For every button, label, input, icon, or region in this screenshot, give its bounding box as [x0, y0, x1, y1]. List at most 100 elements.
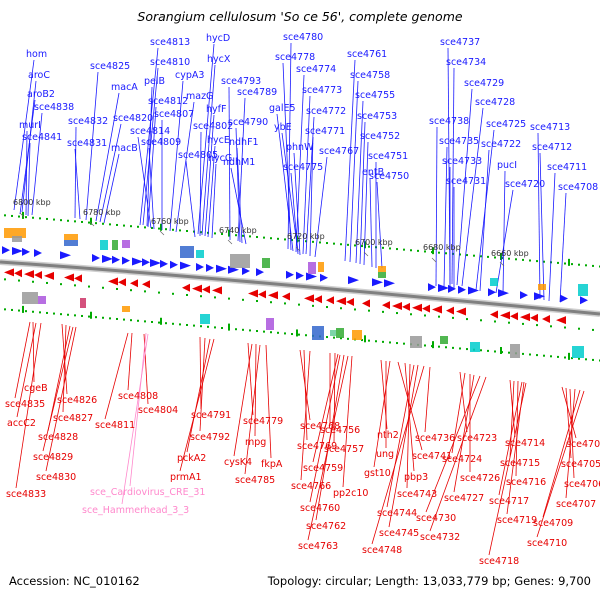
tick-dot — [459, 347, 461, 350]
tick-dot — [578, 327, 580, 330]
tick-dot — [487, 349, 489, 352]
forward-gene-arrow — [12, 247, 23, 256]
reverse-gene-arrow — [446, 306, 454, 315]
annotation-block — [80, 298, 86, 308]
tick-dot — [256, 330, 258, 333]
forward-gene-connector — [148, 147, 155, 230]
tick-dot — [144, 290, 146, 293]
tick-dot — [4, 214, 6, 217]
kbp-leader — [363, 251, 369, 257]
major-tick — [568, 352, 570, 360]
annotation-block — [378, 272, 386, 278]
forward-gene-connector — [302, 95, 311, 255]
forward-gene-connector — [309, 136, 314, 257]
gene-label-murI: murI — [19, 120, 41, 131]
forward-gene-connector — [282, 62, 292, 251]
tick-dot — [354, 244, 356, 247]
tick-dot — [102, 222, 104, 225]
genome-info-label: Topology: circular; Length: 13,033,779 b… — [267, 574, 591, 588]
tick-dot — [158, 321, 160, 324]
tick-dot — [361, 245, 363, 248]
kbp-label: 6660 kbp — [491, 249, 529, 258]
tick-dot — [186, 293, 188, 296]
tick-dot — [263, 236, 265, 239]
gene-label-sce_Hammerhead_3_3: sce_Hammerhead_3_3 — [82, 505, 189, 516]
reverse-gene-arrow — [182, 283, 190, 292]
forward-gene-arrow — [488, 288, 496, 297]
tick-dot — [256, 300, 258, 303]
forward-gene-connector — [290, 172, 299, 255]
forward-gene-connector — [169, 80, 184, 232]
forward-gene-arrow — [348, 276, 359, 285]
tick-dot — [298, 333, 300, 336]
tick-dot — [214, 296, 216, 299]
tick-dot — [284, 238, 286, 241]
forward-gene-arrow — [180, 261, 191, 270]
tick-dot — [473, 254, 475, 257]
tick-dot — [291, 333, 293, 336]
reverse-gene-connector — [307, 355, 349, 541]
gene-label-sce4753: sce4753 — [357, 111, 397, 122]
tick-dot — [207, 325, 209, 328]
gene-label-sce4828: sce4828 — [38, 432, 78, 443]
annotation-block — [352, 330, 362, 340]
tick-dot — [221, 233, 223, 236]
annotation-block — [490, 278, 498, 286]
forward-gene-connector — [443, 146, 448, 288]
reverse-gene-connector — [42, 326, 74, 452]
gene-label-aroC: aroC — [28, 70, 50, 81]
forward-gene-arrow — [102, 254, 113, 263]
forward-gene-connector — [147, 106, 157, 228]
annotation-block — [262, 258, 270, 268]
gene-label-hom: hom — [26, 49, 47, 60]
tick-dot — [137, 225, 139, 228]
gene-label-sce4715: sce4715 — [500, 458, 540, 469]
annotation-block — [538, 284, 546, 290]
reverse-gene-arrow — [24, 270, 34, 279]
reverse-gene-arrow — [268, 291, 278, 300]
reverse-gene-arrow — [456, 307, 466, 316]
gene-label-prmA1: prmA1 — [170, 472, 202, 483]
forward-gene-connector — [293, 152, 301, 256]
gene-label-sce4748: sce4748 — [362, 545, 402, 556]
gene-label-ndhM1: ndhM1 — [223, 157, 255, 168]
tick-dot — [333, 242, 335, 245]
gene-label-hycE: hycE — [207, 135, 230, 146]
reverse-gene-connector — [199, 336, 202, 410]
reverse-gene-arrow — [258, 290, 266, 299]
tick-dot — [571, 263, 573, 266]
reverse-gene-connector — [45, 326, 77, 472]
forward-gene-arrow — [448, 284, 456, 293]
tick-dot — [109, 223, 111, 226]
forward-gene-connector — [139, 47, 159, 226]
gene-label-sce4813: sce4813 — [150, 37, 190, 48]
gene-label-sce4737: sce4737 — [440, 37, 480, 48]
forward-gene-connector — [236, 147, 243, 244]
tick-dot — [508, 257, 510, 260]
tick-dot — [32, 310, 34, 313]
kbp-label: 6680 kbp — [423, 243, 461, 252]
gene-label-sce4729: sce4729 — [464, 78, 504, 89]
gene-label-sce4714: sce4714 — [505, 438, 545, 449]
gene-label-sce4724: sce4724 — [442, 454, 482, 465]
gene-label-sce4767: sce4767 — [319, 146, 359, 157]
tick-dot — [74, 220, 76, 223]
reverse-gene-connector — [425, 375, 481, 513]
gene-label-hycD: hycD — [206, 33, 230, 44]
tick-dot — [18, 309, 20, 312]
tick-dot — [340, 307, 342, 310]
reverse-gene-connector — [254, 343, 257, 437]
reverse-gene-arrow — [326, 296, 334, 305]
tick-dot — [88, 285, 90, 288]
tick-dot — [263, 330, 265, 333]
forward-gene-connector — [369, 177, 373, 268]
annotation-block — [318, 262, 324, 272]
annotation-block — [4, 228, 26, 238]
reverse-gene-connector — [186, 338, 211, 453]
gene-label-sce4810: sce4810 — [150, 57, 190, 68]
forward-gene-arrow — [2, 246, 10, 255]
forward-gene-connector — [539, 152, 545, 301]
kbp-leader — [295, 246, 301, 252]
reverse-gene-arrow — [192, 284, 202, 293]
tick-dot — [347, 337, 349, 340]
